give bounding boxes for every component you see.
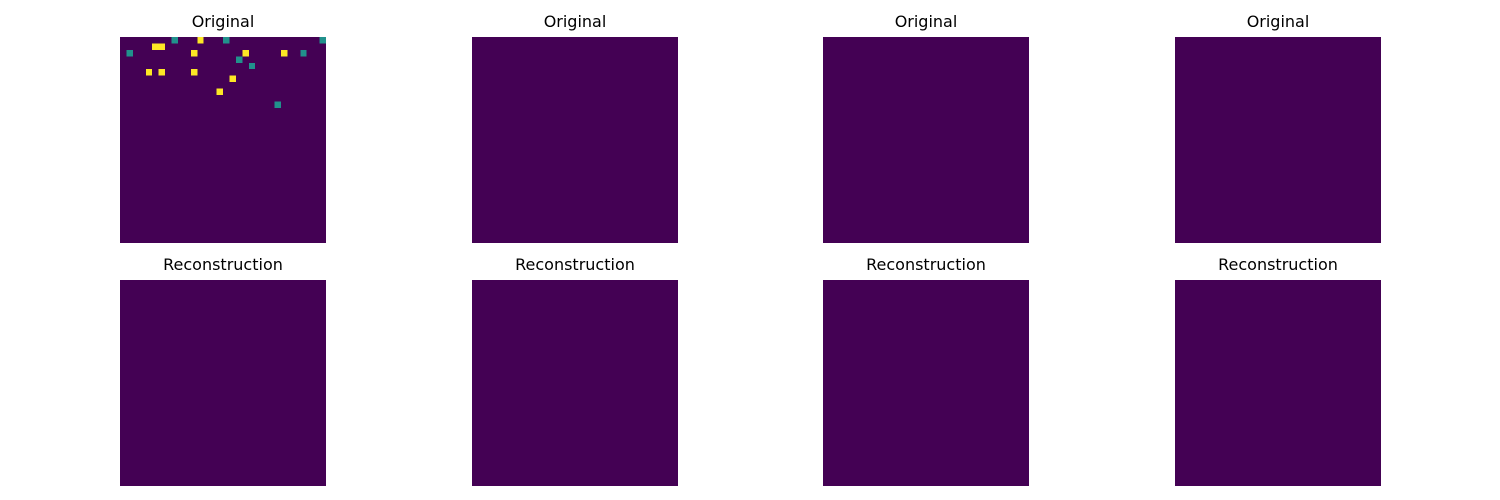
- heatmap-cell: [248, 62, 256, 70]
- heatmap-cell: [274, 101, 281, 108]
- heatmap-cell: [242, 49, 249, 57]
- heatmap-cell: [190, 49, 198, 57]
- heatmap-background: [1175, 37, 1381, 243]
- heatmap-background: [823, 280, 1029, 486]
- heatmap-cell: [126, 49, 133, 57]
- heatmap-cell: [300, 49, 307, 57]
- heatmap-reconstruction-1: [120, 280, 326, 486]
- panel-title: Reconstruction: [515, 255, 635, 274]
- panel-title: Original: [191, 12, 255, 31]
- heatmap-cell: [229, 75, 236, 83]
- panel-title: Reconstruction: [163, 255, 283, 274]
- heatmap-background: [1175, 280, 1381, 486]
- panel-reconstruction-2: Reconstruction: [472, 255, 678, 486]
- heatmap-cell: [197, 37, 204, 44]
- heatmap-cell: [223, 37, 230, 44]
- panel-reconstruction-3: Reconstruction: [823, 255, 1029, 486]
- heatmap-cell: [190, 69, 198, 76]
- heatmap-cell: [319, 37, 326, 44]
- panel-title: Reconstruction: [866, 255, 986, 274]
- heatmap-reconstruction-3: [823, 280, 1029, 486]
- heatmap-cell: [171, 37, 178, 44]
- panel-title: Original: [543, 12, 607, 31]
- heatmap-cell: [280, 49, 288, 57]
- panel-reconstruction-1: Reconstruction: [120, 255, 326, 486]
- panel-title: Original: [894, 12, 958, 31]
- heatmap-original-3: [823, 37, 1029, 243]
- panel-reconstruction-4: Reconstruction: [1175, 255, 1381, 486]
- heatmap-cell: [158, 69, 166, 76]
- panel-original-4: Original: [1175, 12, 1381, 243]
- heatmap-background: [472, 280, 678, 486]
- heatmap-background: [823, 37, 1029, 243]
- heatmap-background: [120, 37, 326, 243]
- heatmap-reconstruction-2: [472, 280, 678, 486]
- heatmap-cell: [152, 43, 159, 50]
- heatmap-cell: [235, 56, 243, 63]
- panel-title: Original: [1246, 12, 1310, 31]
- heatmap-original-1: [120, 37, 326, 243]
- heatmap-cell: [216, 88, 223, 95]
- heatmap-original-4: [1175, 37, 1381, 243]
- heatmap-cell: [145, 69, 153, 76]
- panel-original-1: Original: [120, 12, 326, 243]
- heatmap-background: [120, 280, 326, 486]
- heatmap-original-2: [472, 37, 678, 243]
- heatmap-reconstruction-4: [1175, 280, 1381, 486]
- heatmap-cell: [158, 43, 166, 50]
- panel-title: Reconstruction: [1218, 255, 1338, 274]
- panel-original-2: Original: [472, 12, 678, 243]
- panel-original-3: Original: [823, 12, 1029, 243]
- heatmap-background: [472, 37, 678, 243]
